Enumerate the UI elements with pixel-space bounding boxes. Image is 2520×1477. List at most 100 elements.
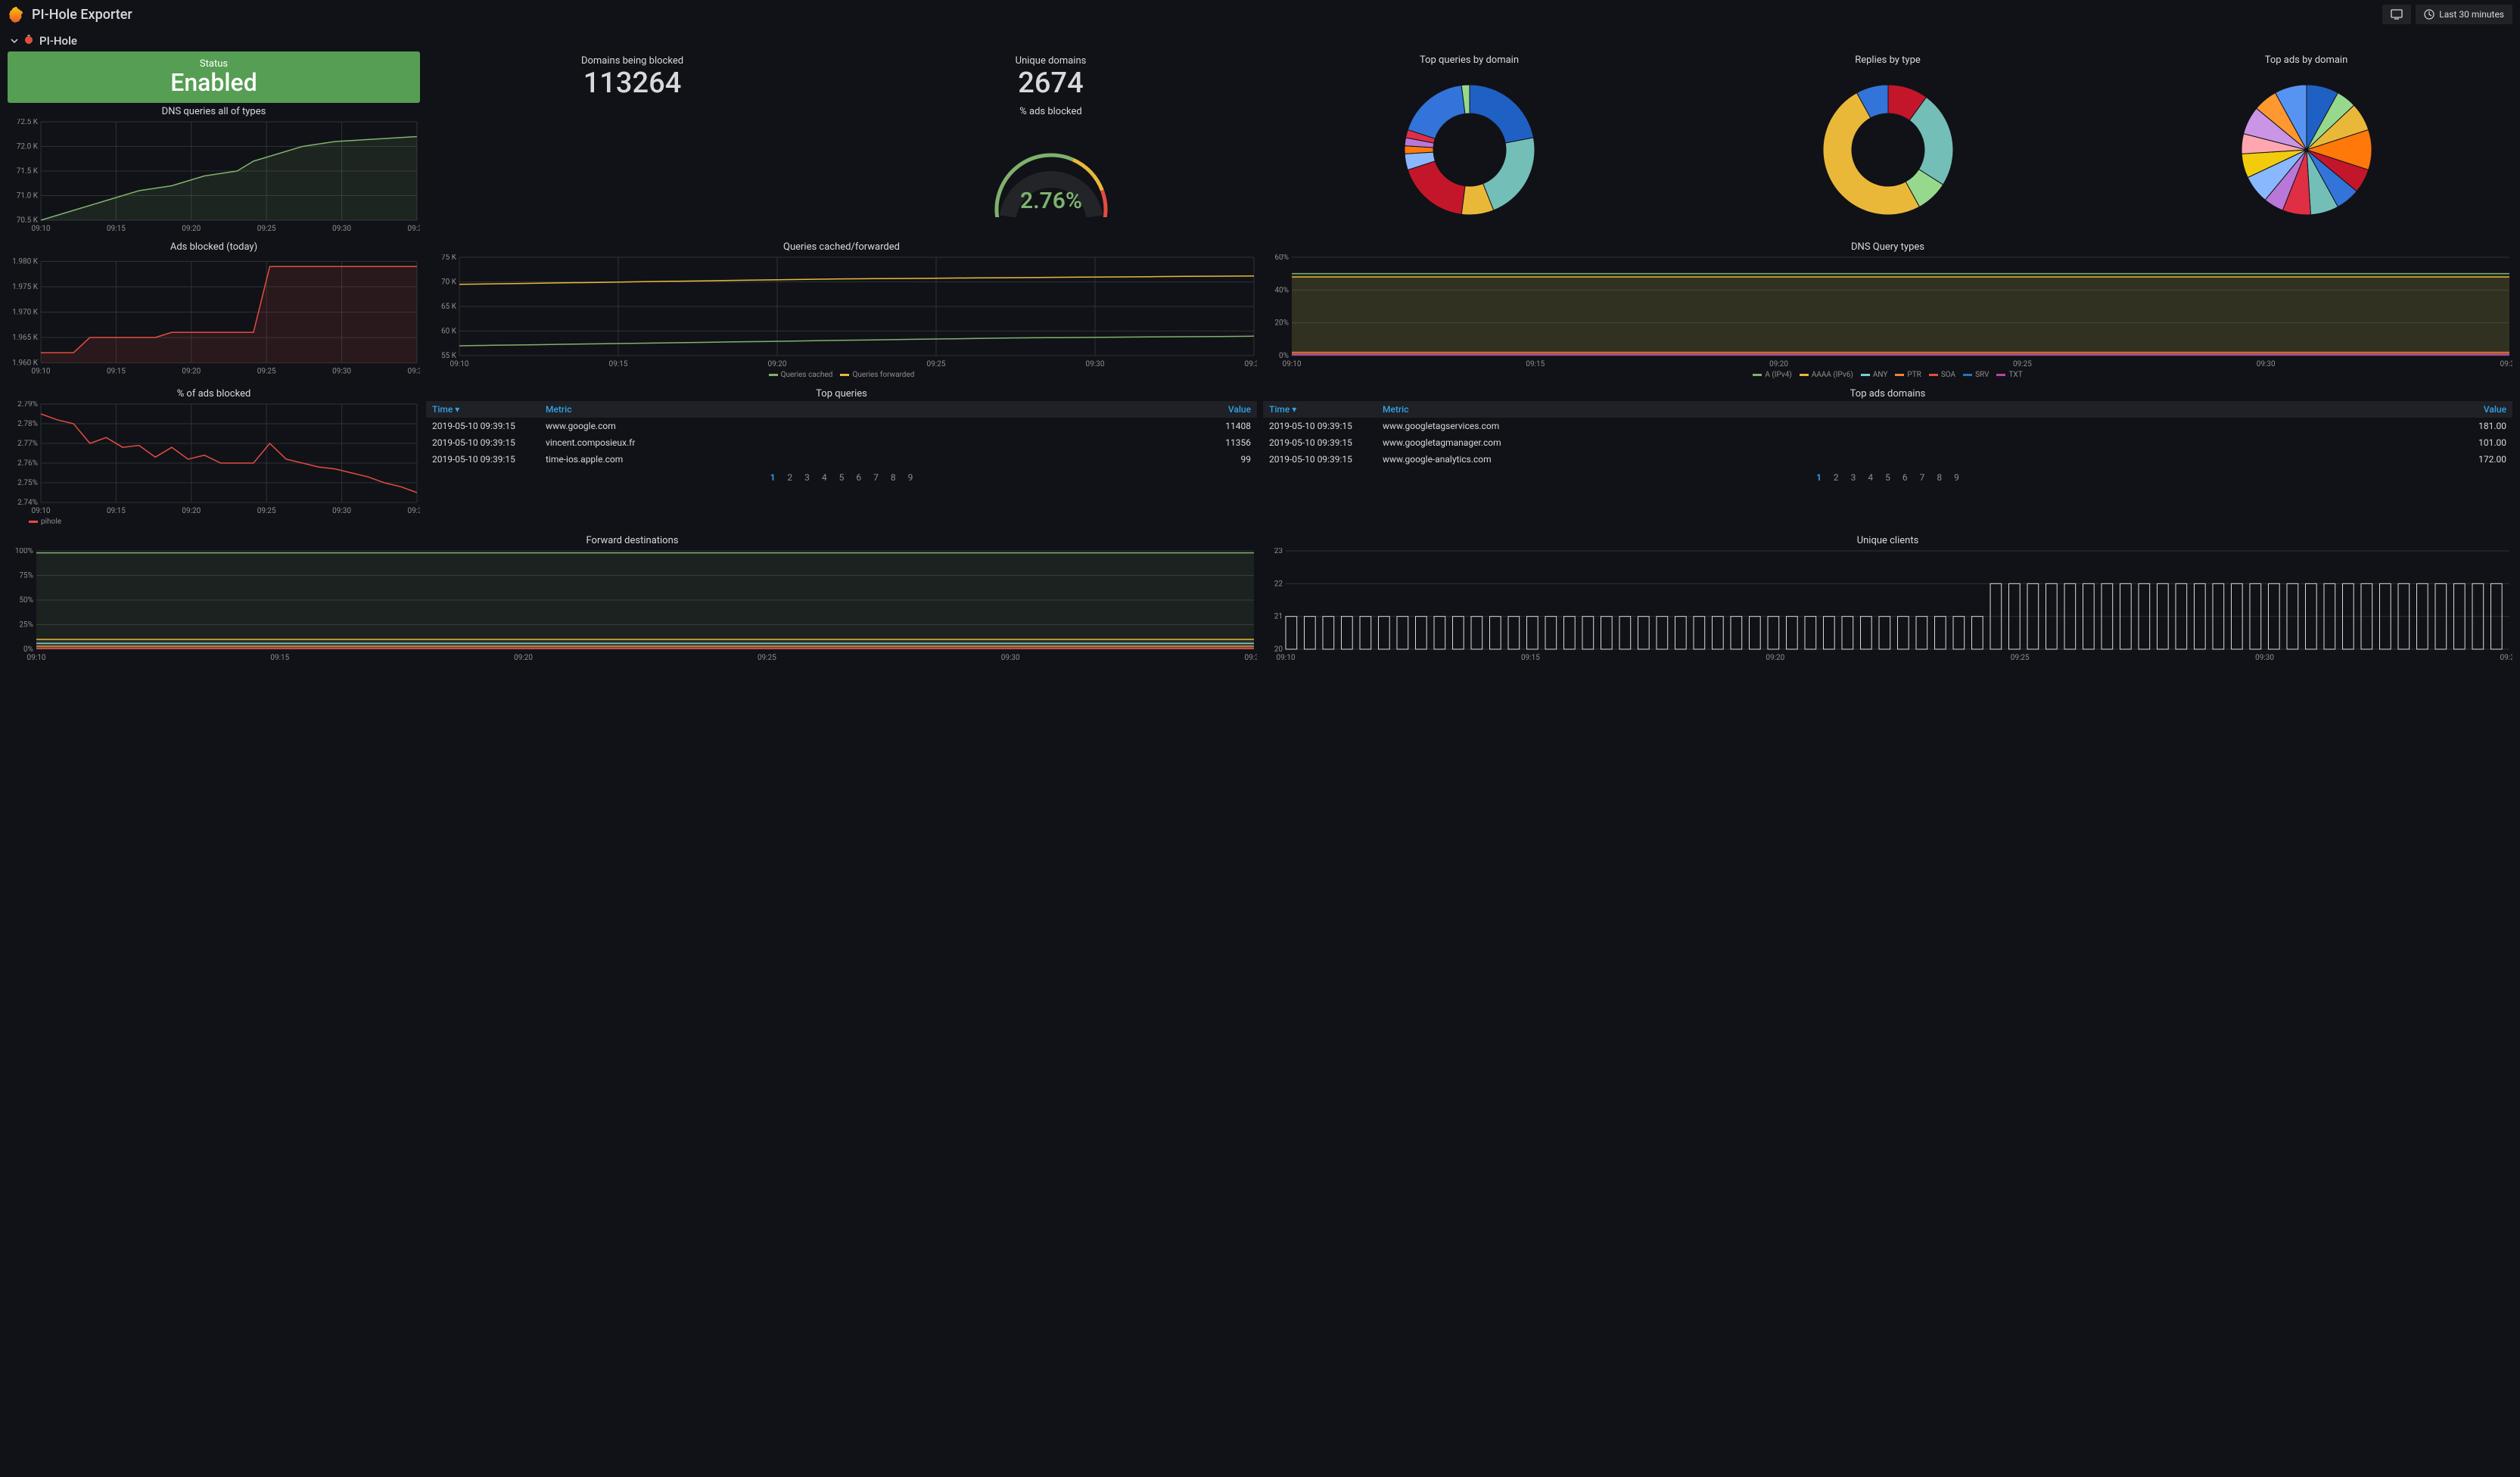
table-row[interactable]: 2019-05-10 09:39:15www.googletagservices… [1263,418,2512,434]
svg-text:25%: 25% [19,621,33,630]
time-range-button[interactable]: Last 30 minutes [2416,5,2512,24]
legend-item[interactable]: TXT [1996,371,2022,379]
stat-value: 2674 [845,68,1257,100]
col-time[interactable]: Time ▾ [432,404,546,415]
svg-text:09:30: 09:30 [1001,654,1020,661]
donut-top-queries[interactable] [1263,67,1675,232]
table-cell: vincent.composieux.fr [546,437,1198,448]
panel-title: % of ads blocked [8,385,420,401]
table-cell: 2019-05-10 09:39:15 [1269,421,1383,431]
page-number[interactable]: 1 [770,472,776,483]
panel-ads-blocked-today: Ads blocked (today) 1.960 K1.965 K1.970 … [8,238,420,379]
legend-swatch [1963,374,1972,376]
svg-text:09:25: 09:25 [257,225,276,232]
page-number[interactable]: 9 [1954,472,1959,483]
ads-pct-gauge[interactable]: 2.76% [845,119,1257,232]
svg-text:09:10: 09:10 [32,368,51,376]
dashboard-title: PI-Hole Exporter [32,7,132,23]
ads-blocked-chart[interactable]: 1.960 K1.965 K1.970 K1.975 K1.980 K09:10… [8,254,420,379]
legend-label: Queries forwarded [852,371,914,379]
sort-desc-icon: ▾ [1292,404,1296,415]
stat-label: Domains being blocked [426,55,838,67]
legend-item[interactable]: Queries cached [769,371,833,379]
table-row[interactable]: 2019-05-10 09:39:15www.google.com11408 [426,418,1257,434]
svg-text:1.980 K: 1.980 K [12,258,39,266]
page-number[interactable]: 4 [822,472,827,483]
svg-text:100%: 100% [15,548,33,555]
col-value[interactable]: Value [2453,404,2506,415]
col-metric[interactable]: Metric [546,404,1198,415]
page-number[interactable]: 8 [891,472,896,483]
col-value[interactable]: Value [1198,404,1251,415]
table-row[interactable]: 2019-05-10 09:39:15www.google-analytics.… [1263,451,2512,468]
legend-item[interactable]: A (IPv4) [1753,371,1791,379]
page-number[interactable]: 5 [1885,472,1890,483]
panel-title: Top ads by domain [2100,51,2512,67]
page-number[interactable]: 2 [787,472,792,483]
svg-text:70.5 K: 70.5 K [17,216,39,225]
legend-item[interactable]: SOA [1929,371,1955,379]
pie-top-ads[interactable] [2100,67,2512,232]
sort-desc-icon: ▾ [455,404,459,415]
top-queries-table: Time ▾ Metric Value 2019-05-10 09:39:15w… [426,401,1257,483]
panel-pct-ads: % of ads blocked 2.74%2.75%2.76%2.77%2.7… [8,385,420,526]
table-cell: 2019-05-10 09:39:15 [1269,437,1383,448]
svg-text:09:10: 09:10 [27,654,46,661]
panel-unique-clients: Unique clients 2021222309:1009:1509:2009… [1263,532,2512,661]
svg-text:09:25: 09:25 [257,368,276,376]
table-row[interactable]: 2019-05-10 09:39:15www.googletagmanager.… [1263,434,2512,451]
page-number[interactable]: 9 [908,472,913,483]
svg-text:09:30: 09:30 [1086,360,1105,368]
forward-dest-chart[interactable]: 0%25%50%75%100%09:1009:1509:2009:2509:30… [8,548,1257,661]
donut-replies[interactable] [1682,67,2094,232]
panel-top-ads-pie: Top ads by domain [2100,51,2512,232]
svg-text:09:10: 09:10 [32,507,51,515]
page-number[interactable]: 3 [804,472,810,483]
unique-clients-chart[interactable]: 2021222309:1009:1509:2009:2509:3009:35 [1263,548,2512,661]
legend-item[interactable]: SRV [1963,371,1989,379]
table-row[interactable]: 2019-05-10 09:39:15time-ios.apple.com99 [426,451,1257,468]
page-number[interactable]: 8 [1937,472,1942,483]
legend-label: AAAA (IPv6) [1812,371,1853,379]
panel-title: Replies by type [1682,51,2094,67]
page-number[interactable]: 3 [1851,472,1856,483]
svg-text:09:30: 09:30 [332,507,351,515]
page-number[interactable]: 6 [856,472,861,483]
legend-swatch [1753,374,1762,376]
legend-item[interactable]: Queries forwarded [840,371,914,379]
svg-text:09:15: 09:15 [107,368,126,376]
col-metric[interactable]: Metric [1383,404,2453,415]
page-number[interactable]: 2 [1834,472,1839,483]
page-number[interactable]: 7 [1920,472,1925,483]
col-time[interactable]: Time ▾ [1269,404,1383,415]
legend-item[interactable]: AAAA (IPv6) [1800,371,1853,379]
page-number[interactable]: 4 [1868,472,1873,483]
row-header[interactable]: PI-Hole [0,27,2520,51]
panel-status: Status Enabled DNS queries all of types … [8,51,420,232]
table-cell: time-ios.apple.com [546,454,1198,465]
legend-item[interactable]: pihole [29,518,61,526]
panel-title: Top queries by domain [1263,51,1675,67]
page-number[interactable]: 7 [873,472,879,483]
page-number[interactable]: 5 [839,472,845,483]
queries-cf-chart[interactable]: 55 K60 K65 K70 K75 K09:1009:1509:2009:25… [426,254,1257,368]
legend-item[interactable]: PTR [1895,371,1921,379]
pct-ads-chart[interactable]: 2.74%2.75%2.76%2.77%2.78%2.79%09:1009:15… [8,401,420,515]
table-row[interactable]: 2019-05-10 09:39:15vincent.composieux.fr… [426,434,1257,451]
dns-queries-chart[interactable]: 70.5 K71.0 K71.5 K72.0 K72.5 K09:1009:15… [8,119,420,232]
page-number[interactable]: 6 [1902,472,1908,483]
dns-qtypes-chart[interactable]: 0%20%40%60%09:1009:1509:2009:2509:3009:3… [1263,254,2512,368]
pager: 1 2 3 4 5 6 7 8 9 [1263,468,2512,483]
panel-unique-domains: Unique domains 2674 % ads blocked 2.76% [845,51,1257,232]
page-number[interactable]: 1 [1816,472,1822,483]
panel-dns-qtypes: DNS Query types 0%20%40%60%09:1009:1509:… [1263,238,2512,379]
svg-text:40%: 40% [1274,286,1289,294]
svg-text:09:10: 09:10 [1277,654,1296,661]
tv-mode-button[interactable] [2382,5,2411,24]
svg-text:72.5 K: 72.5 K [17,119,39,126]
table-cell: 11356 [1198,437,1251,448]
svg-text:0%: 0% [1279,352,1289,360]
svg-text:2.74%: 2.74% [17,499,38,507]
legend-item[interactable]: ANY [1861,371,1888,379]
legend-swatch [1929,374,1938,376]
